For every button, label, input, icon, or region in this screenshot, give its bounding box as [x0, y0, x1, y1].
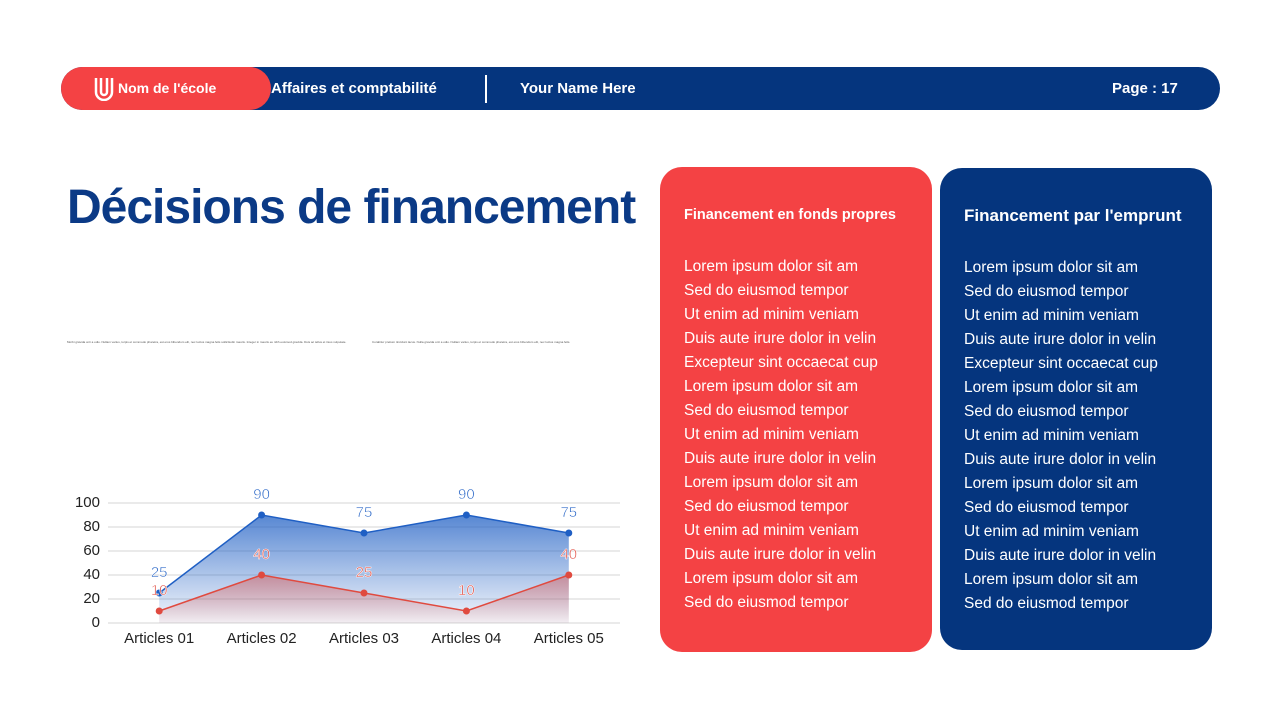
data-label: 25 [356, 564, 373, 581]
point [155, 607, 163, 615]
data-label: 25 [151, 564, 168, 581]
list-item: Duis aute irure dolor in velin [684, 450, 877, 467]
panel: Financement par l'emprunt Lorem ipsum do… [940, 168, 1212, 650]
list-item: Lorem ipsum dolor sit am [964, 571, 1139, 588]
panel-list: Lorem ipsum dolor sit am Sed do eiusmod t… [684, 255, 878, 615]
data-label: 90 [458, 486, 475, 503]
paragraph: Curabitur pretium tincidunt lacus. Nulla… [372, 340, 571, 344]
slide-title: Décisions de financement [67, 181, 636, 234]
list-item: Duis aute irure dolor in velin [964, 451, 1157, 468]
panel: Financement en fonds propres Lorem ipsum… [660, 167, 932, 652]
course-name: Affaires et comptabilité [271, 80, 437, 97]
data-label: 75 [560, 504, 577, 521]
school-name: Nom de l'école [118, 80, 217, 96]
list-item: Lorem ipsum dolor sit am [684, 570, 859, 587]
list-item: Lorem ipsum dolor sit am [684, 474, 859, 491]
data-label: 90 [253, 486, 270, 503]
page-number: Page : 17 [1112, 80, 1178, 97]
point [360, 589, 368, 597]
separator [485, 75, 487, 103]
list-item: Duis aute irure dolor in velin [684, 330, 877, 347]
y-tick-label: 80 [83, 518, 100, 535]
data-label: 75 [356, 504, 373, 521]
point [258, 511, 266, 519]
x-tick-label: Articles 01 [124, 630, 194, 647]
panel-title: Financement par l'emprunt [964, 206, 1182, 225]
x-tick-label: Articles 02 [227, 630, 297, 647]
point [565, 571, 573, 579]
list-item: Ut enim ad minim veniam [684, 522, 859, 539]
x-tick-label: Articles 04 [431, 630, 501, 647]
point [258, 571, 266, 579]
logo [94, 78, 114, 101]
list-item: Lorem ipsum dolor sit am [684, 378, 859, 395]
author-name: Your Name Here [520, 80, 636, 97]
x-tick-label: Articles 05 [534, 630, 604, 647]
list-item: Lorem ipsum dolor sit am [684, 258, 859, 275]
point [155, 589, 163, 597]
point [565, 529, 573, 537]
list-item: Ut enim ad minim veniam [964, 307, 1139, 324]
paragraph: Morbi gravida orci a odio. Nullam varius… [67, 340, 347, 344]
list-item: Sed do eiusmod tempor [684, 594, 849, 611]
panel-title: Financement en fonds propres [684, 207, 896, 223]
y-tick-label: 40 [83, 566, 100, 583]
point [462, 607, 470, 615]
chart: 0 20 40 60 80 100 Articles 01 Articles 02 Articl… [75, 486, 620, 647]
list-item: Ut enim ad minim veniam [964, 523, 1139, 540]
y-tick-label: 20 [83, 590, 100, 607]
list-item: Lorem ipsum dolor sit am [964, 259, 1139, 276]
y-tick-label: 100 [75, 494, 100, 511]
panel-list: Lorem ipsum dolor sit am Sed do eiusmod t… [964, 256, 1158, 616]
data-label: 40 [560, 546, 577, 563]
data-label: 10 [458, 582, 475, 599]
y-tick-label: 60 [83, 542, 100, 559]
list-item: Ut enim ad minim veniam [684, 306, 859, 323]
list-item: Duis aute irure dolor in velin [964, 547, 1157, 564]
list-item: Sed do eiusmod tempor [684, 498, 849, 515]
list-item: Ut enim ad minim veniam [964, 427, 1139, 444]
list-item: Excepteur sint occaecat cup [684, 354, 878, 371]
list-item: Sed do eiusmod tempor [964, 403, 1129, 420]
data-label: 10 [151, 582, 168, 599]
list-item: Ut enim ad minim veniam [684, 426, 859, 443]
list-item: Sed do eiusmod tempor [964, 283, 1129, 300]
list-item: Sed do eiusmod tempor [964, 499, 1129, 516]
list-item: Sed do eiusmod tempor [684, 282, 849, 299]
x-tick-label: Articles 03 [329, 630, 399, 647]
point [360, 529, 368, 537]
list-item: Sed do eiusmod tempor [684, 402, 849, 419]
list-item: Lorem ipsum dolor sit am [964, 379, 1139, 396]
data-label: 40 [253, 546, 270, 563]
list-item: Sed do eiusmod tempor [964, 595, 1129, 612]
list-item: Lorem ipsum dolor sit am [964, 475, 1139, 492]
point [462, 511, 470, 519]
list-item: Duis aute irure dolor in velin [964, 331, 1157, 348]
y-tick-label: 0 [92, 614, 100, 631]
list-item: Duis aute irure dolor in velin [684, 546, 877, 563]
list-item: Excepteur sint occaecat cup [964, 355, 1158, 372]
